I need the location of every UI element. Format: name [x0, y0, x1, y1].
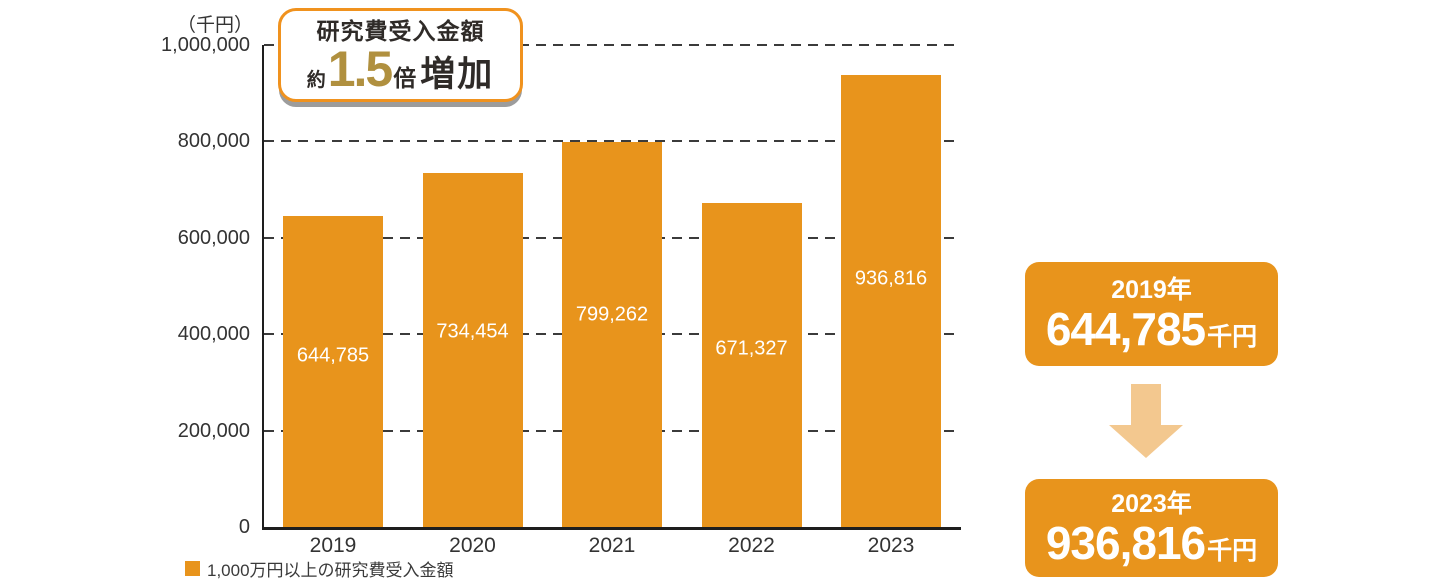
badge-times-label: 倍: [393, 65, 417, 91]
highlight-2019-value-row: 644,785 千円: [1046, 306, 1257, 352]
y-tick-label: 200,000: [177, 419, 250, 442]
highlight-box-2023: 2023年 936,816 千円: [1025, 479, 1278, 577]
y-axis-line: [262, 45, 264, 529]
badge-multiplier-line: 約 1.5 倍 増加: [307, 44, 495, 94]
highlight-2023-unit: 千円: [1207, 537, 1258, 565]
legend-swatch-icon: [185, 561, 200, 576]
bar-value-label: 936,816: [854, 267, 928, 290]
legend-label: 1,000万円以上の研究費受入金額: [207, 561, 454, 580]
x-tick-label: 2022: [728, 534, 775, 557]
highlight-box-2019: 2019年 644,785 千円: [1025, 262, 1278, 366]
down-arrow-icon: [1109, 384, 1183, 458]
legend: 1,000万円以上の研究費受入金額: [185, 556, 454, 581]
y-axis-unit-label: （千円）: [176, 15, 253, 36]
x-tick-label: 2020: [449, 534, 496, 557]
bar-value-label: 671,327: [715, 337, 788, 360]
x-axis-line: [262, 527, 961, 530]
highlight-2023-value: 936,816: [1045, 517, 1206, 569]
x-tick-label: 2019: [309, 534, 357, 557]
highlight-2023-year: 2023年: [1111, 490, 1192, 518]
y-tick-label: 0: [238, 516, 250, 538]
x-tick-label: 2021: [588, 534, 636, 557]
bar-2019: 644,785: [283, 216, 383, 527]
bar-value-label: 644,785: [296, 344, 370, 367]
grid-line: [264, 140, 961, 143]
bar-2022: 671,327: [701, 203, 802, 527]
bar-value-label: 799,262: [575, 303, 649, 326]
bar-value-label: 734,454: [436, 320, 509, 343]
badge-increase-label: 増加: [420, 55, 495, 94]
y-tick-label: 1,000,000: [161, 34, 250, 56]
y-tick-label: 600,000: [177, 226, 250, 249]
grid-line: [264, 44, 961, 46]
highlight-2023-value-row: 936,816 千円: [1046, 520, 1257, 566]
y-tick-label: 400,000: [177, 323, 250, 346]
badge-approx-label: 約: [306, 70, 326, 91]
highlight-2019-unit: 千円: [1207, 323, 1258, 351]
bar-2023: 936,816: [841, 75, 941, 527]
badge-multiplier-value: 1.5: [327, 41, 394, 97]
badge-title: 研究費受入金額: [316, 18, 485, 44]
bar-2021: 799,262: [562, 141, 662, 527]
highlight-2019-value: 644,785: [1045, 303, 1206, 355]
bar-2020: 734,454: [422, 172, 523, 527]
y-tick-label: 800,000: [177, 130, 250, 153]
x-tick-label: 2023: [867, 534, 915, 557]
increase-badge: 研究費受入金額 約 1.5 倍 増加: [278, 8, 523, 102]
highlight-2019-year: 2019年: [1111, 276, 1192, 304]
